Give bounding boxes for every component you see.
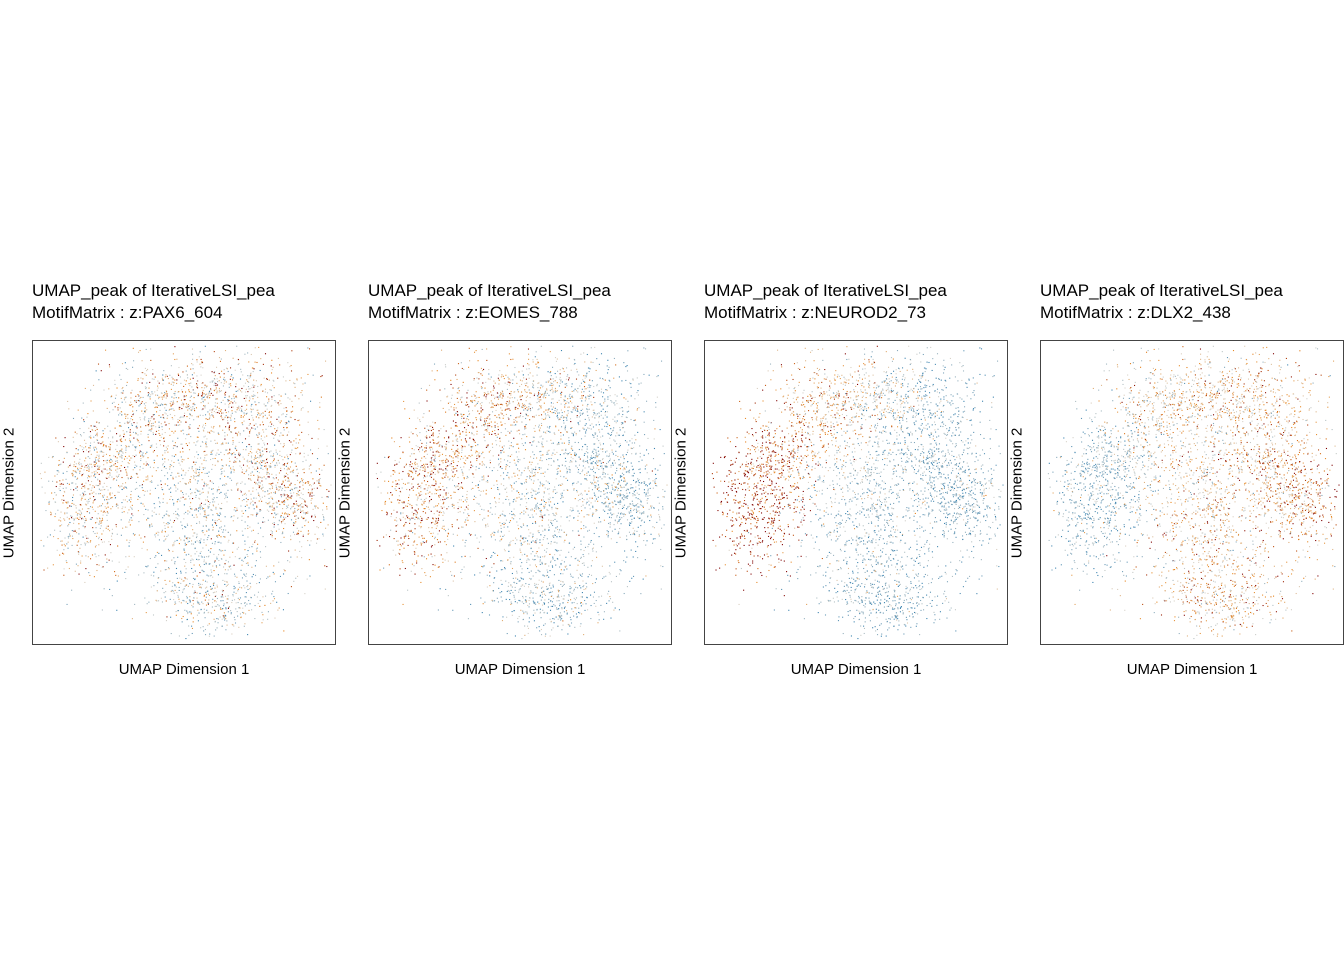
panel-title-line2: MotifMatrix : z:PAX6_604 <box>32 303 223 322</box>
plot-area <box>1040 340 1344 645</box>
panel-title-line1: UMAP_peak of IterativeLSI_pea <box>1040 281 1283 300</box>
plot-area <box>368 340 672 645</box>
umap-panel-dlx2: UMAP_peak of IterativeLSI_pea MotifMatri… <box>1009 280 1344 700</box>
plot-area <box>32 340 336 645</box>
panel-title-line1: UMAP_peak of IterativeLSI_pea <box>368 281 611 300</box>
panel-title-line2: MotifMatrix : z:NEUROD2_73 <box>704 303 926 322</box>
umap-panel-eomes: UMAP_peak of IterativeLSI_pea MotifMatri… <box>337 280 672 700</box>
plot-area <box>704 340 1008 645</box>
panel-title-line1: UMAP_peak of IterativeLSI_pea <box>704 281 947 300</box>
umap-panel-pax6: UMAP_peak of IterativeLSI_pea MotifMatri… <box>1 280 336 700</box>
x-axis-label: UMAP Dimension 1 <box>1126 661 1258 678</box>
panel-title-line2: MotifMatrix : z:DLX2_438 <box>1040 303 1231 322</box>
panel-title: UMAP_peak of IterativeLSI_pea MotifMatri… <box>1040 280 1344 324</box>
scatter-canvas <box>33 341 335 644</box>
panel-title: UMAP_peak of IterativeLSI_pea MotifMatri… <box>32 280 352 324</box>
y-axis-label: UMAP Dimension 2 <box>1008 427 1026 559</box>
scatter-canvas <box>705 341 1007 644</box>
panel-title-line2: MotifMatrix : z:EOMES_788 <box>368 303 578 322</box>
x-axis-label: UMAP Dimension 1 <box>790 661 922 678</box>
panel-title-line1: UMAP_peak of IterativeLSI_pea <box>32 281 275 300</box>
y-axis-label: UMAP Dimension 2 <box>672 427 690 559</box>
x-axis-label: UMAP Dimension 1 <box>118 661 250 678</box>
panel-title: UMAP_peak of IterativeLSI_pea MotifMatri… <box>704 280 1024 324</box>
scatter-canvas <box>369 341 671 644</box>
y-axis-label: UMAP Dimension 2 <box>336 427 354 559</box>
scatter-canvas <box>1041 341 1343 644</box>
panel-title: UMAP_peak of IterativeLSI_pea MotifMatri… <box>368 280 688 324</box>
x-axis-label: UMAP Dimension 1 <box>454 661 586 678</box>
y-axis-label: UMAP Dimension 2 <box>0 427 18 559</box>
umap-panel-neurod2: UMAP_peak of IterativeLSI_pea MotifMatri… <box>673 280 1008 700</box>
